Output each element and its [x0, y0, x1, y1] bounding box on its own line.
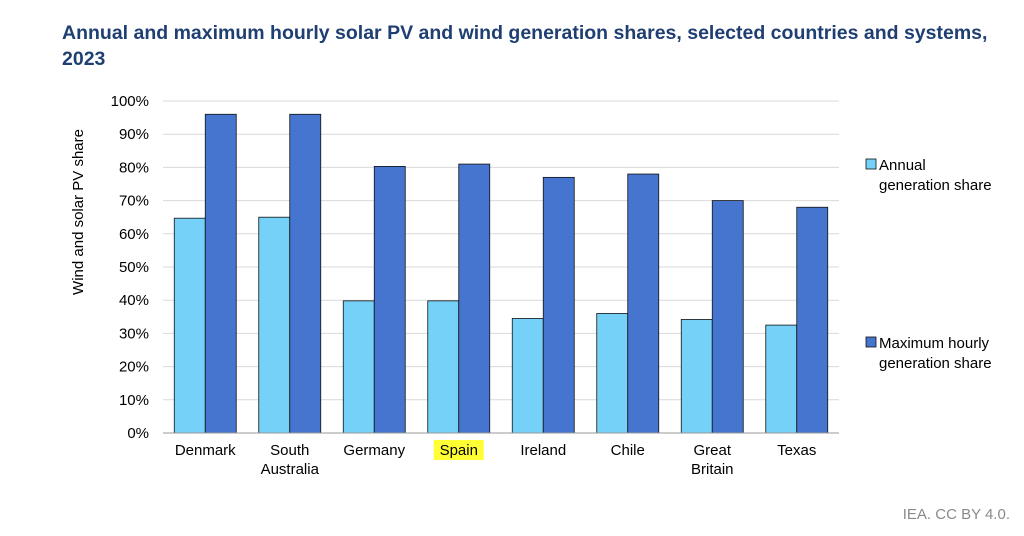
bar-chart: 0% 10% 20% 30% 40% 50% 60% 70% 80% 90% 100% Denmar…	[70, 93, 992, 478]
maximum-hourly-bar	[711, 200, 744, 434]
y-tick-label: 90%	[119, 126, 149, 143]
y-axis-ticks: 0% 10% 20% 30% 40% 50% 60% 70% 80% 90% 100%	[111, 93, 149, 442]
y-tick-label: 0%	[127, 425, 149, 442]
maximum-hourly-bar	[373, 166, 406, 434]
legend: Annual generation share Maximum hourly gene…	[865, 157, 992, 372]
y-tick-label: 80%	[119, 159, 149, 176]
x-tick-label: Great	[693, 442, 731, 459]
legend-label: Maximum hourly	[879, 335, 990, 352]
x-tick-label: Germany	[343, 442, 405, 459]
legend-swatch	[865, 158, 877, 170]
bars	[173, 113, 829, 434]
y-tick-label: 60%	[119, 226, 149, 243]
legend-label: Annual	[879, 157, 926, 174]
y-tick-label: 70%	[119, 193, 149, 210]
x-tick-label: Ireland	[520, 442, 566, 459]
highlight-marker	[433, 440, 484, 460]
x-axis-ticks: Denmark South Australia Germany Spain Ireland…	[175, 440, 816, 478]
y-tick-label: 20%	[119, 359, 149, 376]
annual-bar	[511, 318, 544, 434]
x-tick-label: Texas	[777, 442, 816, 459]
annual-bar	[596, 313, 629, 434]
x-tick-label: South	[270, 442, 309, 459]
x-tick-label: Chile	[611, 442, 645, 459]
chart-title: Annual and maximum hourly solar PV and w…	[62, 22, 988, 70]
x-tick-label: Denmark	[175, 442, 236, 459]
x-tick-label: Spain	[440, 442, 478, 459]
x-tick-label: Australia	[261, 461, 320, 478]
y-tick-label: 100%	[111, 93, 149, 110]
legend-label: generation share	[879, 177, 992, 194]
maximum-hourly-bar	[796, 206, 829, 434]
y-tick-label: 50%	[119, 259, 149, 276]
annual-bar	[427, 300, 460, 434]
maximum-hourly-bar	[542, 176, 575, 434]
legend-label: generation share	[879, 355, 992, 372]
annual-bar	[765, 324, 798, 434]
y-tick-label: 30%	[119, 325, 149, 342]
annual-bar	[680, 319, 713, 434]
maximum-hourly-bar	[289, 113, 322, 434]
maximum-hourly-bar	[458, 163, 491, 434]
maximum-hourly-bar	[627, 173, 660, 434]
y-axis-label: Wind and solar PV share	[70, 129, 87, 295]
x-tick-label: Britain	[691, 461, 734, 478]
credit-text: IEA. CC BY 4.0.	[902, 506, 1010, 523]
y-tick-label: 10%	[119, 392, 149, 409]
annual-bar	[258, 216, 291, 434]
maximum-hourly-bar	[204, 113, 237, 434]
legend-swatch	[865, 336, 877, 348]
annual-bar	[342, 300, 375, 434]
annual-bar	[173, 217, 206, 434]
y-tick-label: 40%	[119, 292, 149, 309]
